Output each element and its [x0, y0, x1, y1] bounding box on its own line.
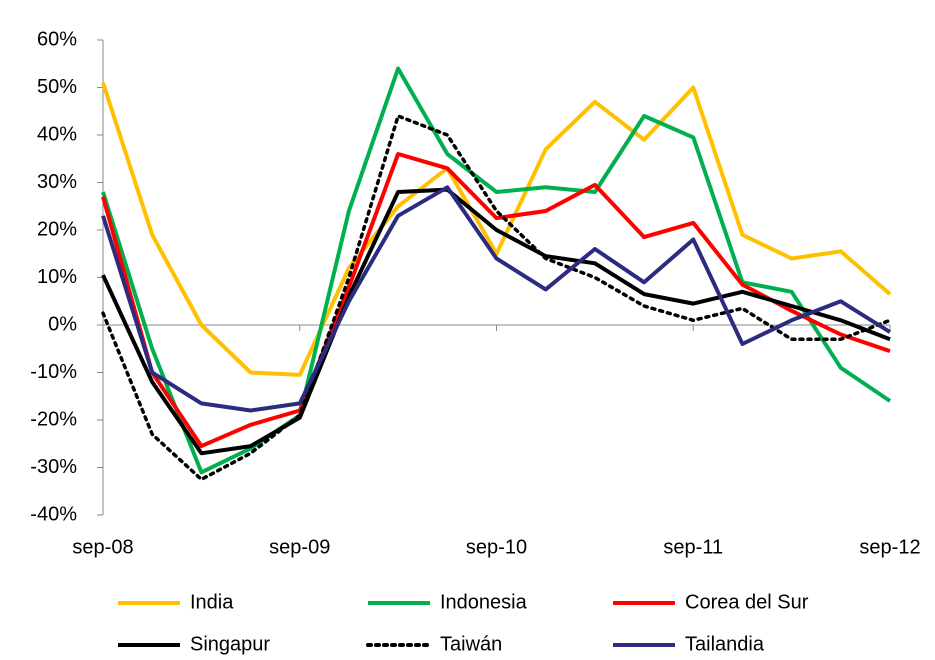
y-tick-label: -10%	[30, 361, 77, 383]
series-line	[101, 114, 892, 482]
x-tick-label: sep-08	[72, 536, 133, 558]
legend-label: Taiwán	[440, 633, 502, 655]
y-tick-label: 60%	[37, 28, 77, 50]
legend-label: India	[190, 591, 234, 613]
series-line	[101, 152, 891, 449]
legend-label: Singapur	[190, 633, 270, 655]
y-tick-label: -40%	[30, 503, 77, 525]
x-tick-label: sep-10	[466, 536, 527, 558]
y-tick-label: 10%	[37, 266, 77, 288]
series-line	[101, 185, 892, 413]
series-line	[101, 82, 892, 377]
series-line	[101, 66, 892, 475]
x-tick-label: sep-12	[859, 536, 920, 558]
y-tick-label: -30%	[30, 456, 77, 478]
y-tick-label: 0%	[48, 313, 77, 335]
y-tick-label: -20%	[30, 408, 77, 430]
x-tick-label: sep-11	[663, 536, 723, 558]
series-line	[101, 187, 891, 456]
legend-label: Tailandia	[685, 633, 765, 655]
y-tick-label: 30%	[37, 171, 77, 193]
y-tick-label: 20%	[37, 218, 77, 240]
legend-label: Corea del Sur	[685, 591, 809, 613]
y-tick-label: 50%	[37, 76, 77, 98]
legend-label: Indonesia	[440, 591, 528, 613]
y-tick-label: 40%	[37, 123, 77, 145]
x-tick-label: sep-09	[269, 536, 330, 558]
